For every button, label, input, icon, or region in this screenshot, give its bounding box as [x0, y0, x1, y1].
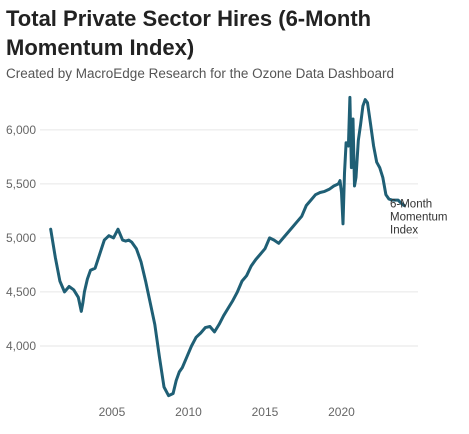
x-tick-label: 2015	[252, 405, 279, 419]
y-tick-label: 6,000	[6, 123, 36, 137]
y-tick-label: 4,000	[6, 339, 36, 353]
series-label: 6-Month Momentum Index	[390, 198, 448, 236]
series-label-layer: 6-Month Momentum Index	[390, 198, 448, 236]
x-tick-label: 2005	[99, 405, 126, 419]
chart-subtitle: Created by MacroEdge Research for the Oz…	[6, 66, 394, 81]
x-tick-label: 2020	[328, 405, 355, 419]
y-axis-ticks: 4,000 4,500 5,000 5,500 6,000	[6, 123, 36, 353]
chart-title: Total Private Sector Hires (6-Month Mome…	[6, 6, 372, 60]
gridlines	[40, 129, 418, 347]
x-tick-label: 2010	[175, 405, 202, 419]
y-tick-label: 5,000	[6, 231, 36, 245]
y-tick-label: 4,500	[6, 285, 36, 299]
x-axis-ticks: 2005 2010 2015 2020	[99, 405, 356, 419]
series-layer	[49, 95, 406, 398]
y-tick-label: 5,500	[6, 177, 36, 191]
series-line	[49, 95, 406, 398]
